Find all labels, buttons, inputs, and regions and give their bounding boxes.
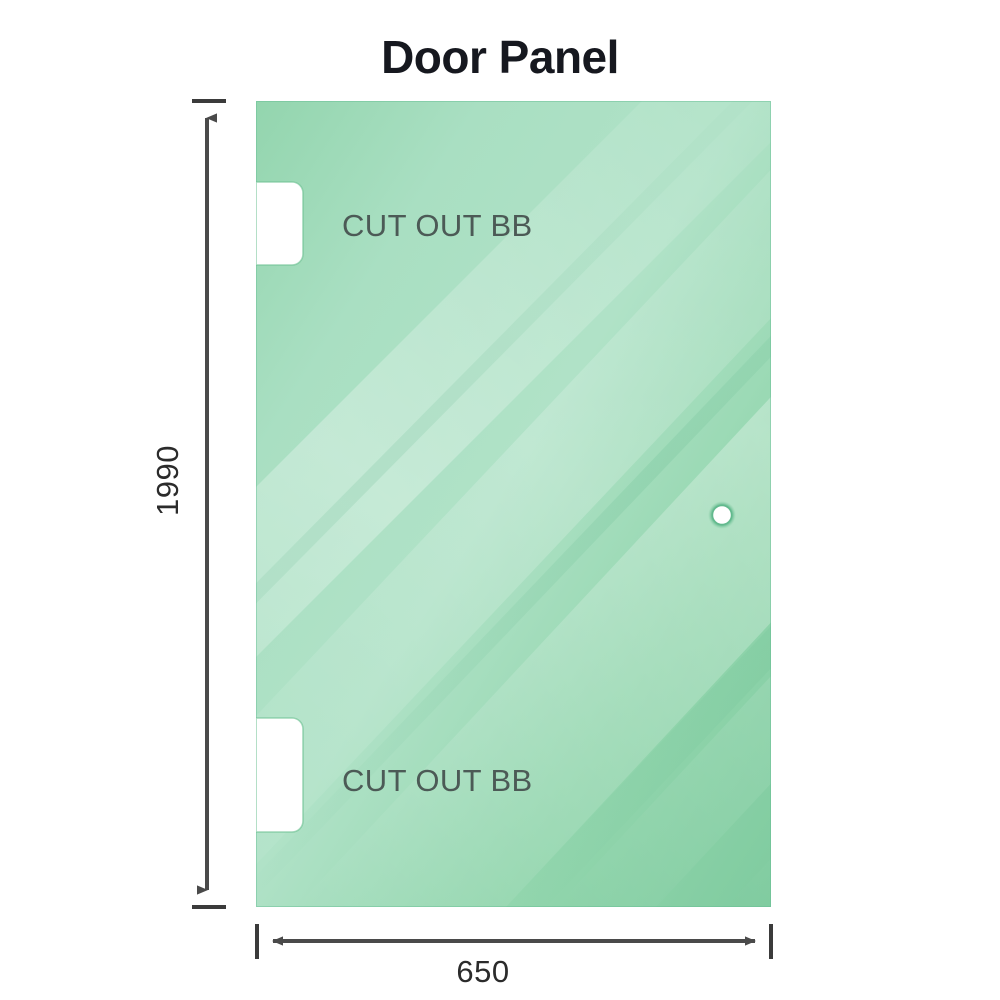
panel-body xyxy=(256,101,771,907)
cutout-bb-upper xyxy=(256,181,304,266)
cutout-label-upper: CUT OUT BB xyxy=(342,208,533,243)
glass-door-panel xyxy=(256,101,771,907)
handle-hole xyxy=(708,501,736,529)
glass-reflection-streaks xyxy=(256,101,771,907)
height-dimension xyxy=(192,99,226,909)
cutout-label-lower: CUT OUT BB xyxy=(342,763,533,798)
page-title: Door Panel xyxy=(381,31,619,83)
cutout-bb-lower xyxy=(256,717,304,833)
panel-graphic xyxy=(256,101,771,907)
height-dimension-value: 1990 xyxy=(150,445,185,516)
width-dimension-value: 650 xyxy=(456,954,510,989)
